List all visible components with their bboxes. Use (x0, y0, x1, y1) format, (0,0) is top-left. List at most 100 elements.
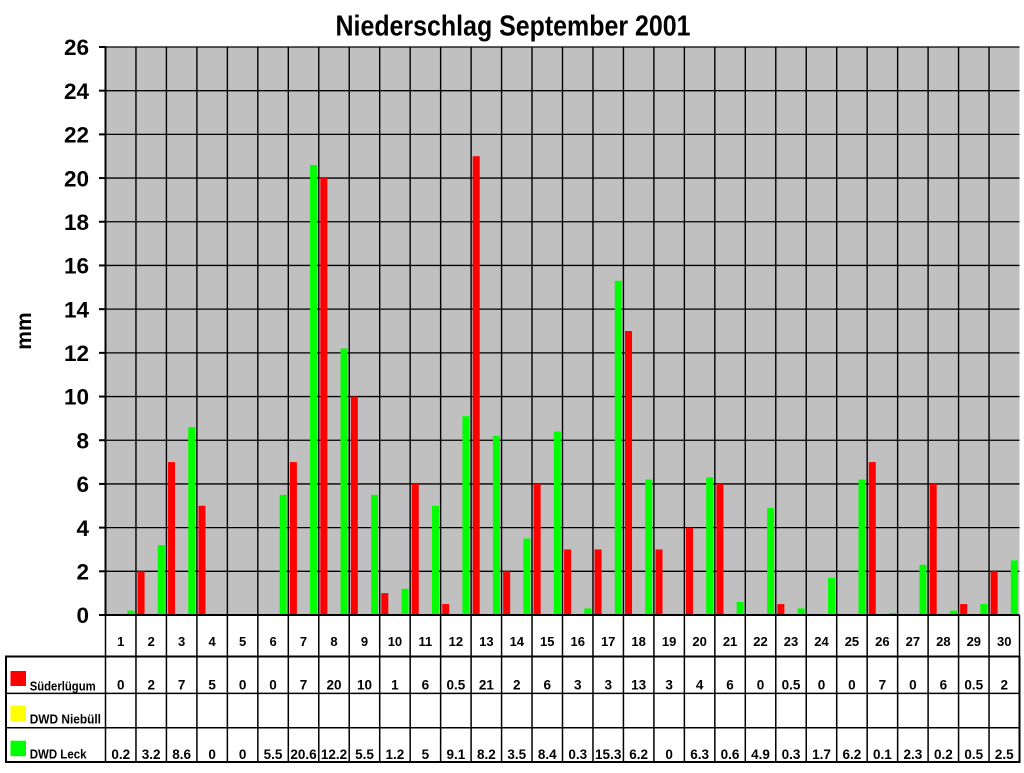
svg-text:0: 0 (909, 678, 917, 693)
svg-text:21: 21 (723, 634, 737, 649)
svg-text:5.5: 5.5 (355, 747, 374, 762)
svg-text:0.5: 0.5 (964, 678, 983, 693)
svg-text:16: 16 (64, 254, 89, 279)
svg-text:5: 5 (422, 747, 430, 762)
svg-text:0: 0 (208, 747, 216, 762)
svg-text:0: 0 (76, 603, 89, 628)
svg-text:1.7: 1.7 (812, 747, 831, 762)
svg-text:5: 5 (239, 634, 246, 649)
svg-text:8.2: 8.2 (477, 747, 496, 762)
svg-text:0: 0 (665, 747, 673, 762)
svg-text:24: 24 (64, 79, 90, 104)
svg-text:11: 11 (419, 634, 433, 649)
svg-text:20: 20 (692, 634, 706, 649)
svg-text:1: 1 (117, 634, 124, 649)
svg-text:0.3: 0.3 (568, 747, 587, 762)
svg-text:27: 27 (906, 634, 920, 649)
svg-text:0.5: 0.5 (782, 678, 801, 693)
svg-text:4.9: 4.9 (751, 747, 770, 762)
svg-text:13: 13 (631, 678, 647, 693)
svg-text:7: 7 (300, 678, 308, 693)
svg-text:0.5: 0.5 (964, 747, 983, 762)
svg-text:6: 6 (940, 678, 948, 693)
svg-text:20.6: 20.6 (290, 747, 317, 762)
svg-text:9: 9 (361, 634, 368, 649)
svg-text:14: 14 (510, 634, 525, 649)
svg-text:6: 6 (76, 472, 89, 497)
svg-text:2.3: 2.3 (903, 747, 922, 762)
svg-text:10: 10 (64, 385, 89, 410)
svg-text:0: 0 (757, 678, 765, 693)
svg-text:3.2: 3.2 (142, 747, 161, 762)
svg-text:8: 8 (76, 428, 89, 453)
svg-text:18: 18 (631, 634, 645, 649)
svg-text:17: 17 (601, 634, 615, 649)
svg-text:2: 2 (148, 634, 155, 649)
svg-text:mm: mm (13, 312, 36, 349)
svg-text:5.5: 5.5 (264, 747, 283, 762)
svg-text:18: 18 (64, 210, 89, 235)
svg-text:2: 2 (76, 560, 89, 585)
svg-text:4: 4 (209, 634, 217, 649)
svg-text:6: 6 (726, 678, 734, 693)
svg-text:0.2: 0.2 (934, 747, 953, 762)
svg-text:15: 15 (540, 634, 554, 649)
svg-text:0: 0 (239, 747, 247, 762)
svg-text:16: 16 (570, 634, 584, 649)
svg-text:1.2: 1.2 (386, 747, 405, 762)
svg-text:24: 24 (814, 634, 829, 649)
svg-text:22: 22 (64, 123, 89, 148)
svg-text:7: 7 (879, 678, 887, 693)
svg-text:3: 3 (665, 678, 673, 693)
svg-text:4: 4 (76, 516, 89, 541)
svg-text:22: 22 (753, 634, 767, 649)
svg-text:7: 7 (178, 678, 186, 693)
svg-text:8: 8 (330, 634, 337, 649)
svg-text:0: 0 (848, 678, 856, 693)
svg-text:9.1: 9.1 (446, 747, 465, 762)
svg-text:29: 29 (967, 634, 981, 649)
svg-text:6.2: 6.2 (629, 747, 648, 762)
svg-text:3: 3 (574, 678, 582, 693)
svg-text:DWD Niebüll: DWD Niebüll (30, 711, 101, 726)
svg-text:3: 3 (604, 678, 612, 693)
svg-text:28: 28 (936, 634, 950, 649)
svg-text:DWD Leck: DWD Leck (30, 747, 87, 762)
svg-text:8.4: 8.4 (538, 747, 557, 762)
svg-text:0.5: 0.5 (446, 678, 465, 693)
svg-text:25: 25 (845, 634, 859, 649)
svg-text:30: 30 (997, 634, 1011, 649)
svg-text:10: 10 (388, 634, 402, 649)
svg-text:15.3: 15.3 (595, 747, 622, 762)
svg-text:23: 23 (784, 634, 798, 649)
svg-text:6: 6 (544, 678, 552, 693)
svg-text:26: 26 (64, 35, 89, 60)
svg-text:3.5: 3.5 (507, 747, 526, 762)
svg-text:4: 4 (696, 678, 704, 693)
svg-text:2: 2 (1001, 678, 1009, 693)
svg-text:8.6: 8.6 (172, 747, 191, 762)
svg-text:0.1: 0.1 (873, 747, 892, 762)
svg-text:0.6: 0.6 (721, 747, 740, 762)
svg-text:7: 7 (300, 634, 307, 649)
svg-text:26: 26 (875, 634, 889, 649)
svg-text:6.3: 6.3 (690, 747, 709, 762)
svg-text:Niederschlag September 2001: Niederschlag September 2001 (336, 11, 691, 43)
svg-text:0.3: 0.3 (782, 747, 801, 762)
svg-text:0: 0 (239, 678, 247, 693)
svg-text:19: 19 (662, 634, 676, 649)
svg-text:2: 2 (513, 678, 521, 693)
svg-text:0: 0 (269, 678, 277, 693)
svg-text:14: 14 (64, 297, 90, 322)
svg-text:12: 12 (64, 341, 89, 366)
svg-text:12.2: 12.2 (321, 747, 347, 762)
svg-text:10: 10 (357, 678, 372, 693)
svg-text:0: 0 (818, 678, 826, 693)
svg-text:1: 1 (391, 678, 399, 693)
svg-text:2.5: 2.5 (995, 747, 1014, 762)
svg-text:2: 2 (147, 678, 155, 693)
svg-text:21: 21 (479, 678, 495, 693)
svg-text:0: 0 (117, 678, 125, 693)
svg-text:20: 20 (326, 678, 341, 693)
svg-text:5: 5 (208, 678, 216, 693)
